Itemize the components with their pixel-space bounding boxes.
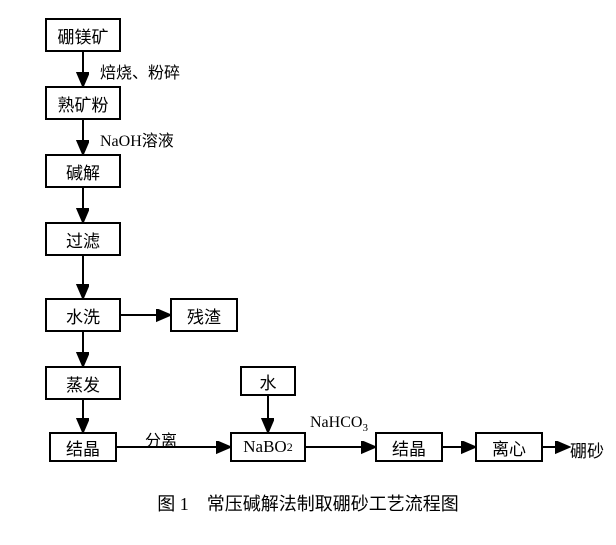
nabo2-sub: 2 <box>287 440 293 455</box>
output-borax: 硼砂 <box>570 437 604 462</box>
label-separate: 分离 <box>145 427 177 451</box>
label-roast-crush: 焙烧、粉碎 <box>100 59 180 83</box>
node-wash: 水洗 <box>45 298 121 332</box>
node-crystallize-1: 结晶 <box>49 432 117 462</box>
node-calcined-powder: 熟矿粉 <box>45 86 121 120</box>
figure-caption: 图 1 常压碱解法制取硼砂工艺流程图 <box>0 490 616 516</box>
node-crystallize-2: 结晶 <box>375 432 443 462</box>
node-raw-ore: 硼镁矿 <box>45 18 121 52</box>
label-naoh: NaOH溶液 <box>100 127 174 151</box>
node-water: 水 <box>240 366 296 396</box>
node-evaporate: 蒸发 <box>45 366 121 400</box>
nahco3-text: NaHCO <box>310 414 362 431</box>
node-filter: 过滤 <box>45 222 121 256</box>
nahco3-sub: 3 <box>362 422 368 434</box>
nabo2-text: NaBO <box>243 437 286 457</box>
node-nabo2: NaBO2 <box>230 432 306 462</box>
node-residue: 残渣 <box>170 298 238 332</box>
node-centrifuge: 离心 <box>475 432 543 462</box>
flow-arrows <box>0 0 616 545</box>
node-alkali-decomp: 碱解 <box>45 154 121 188</box>
label-nahco3: NaHCO3 <box>310 414 368 434</box>
